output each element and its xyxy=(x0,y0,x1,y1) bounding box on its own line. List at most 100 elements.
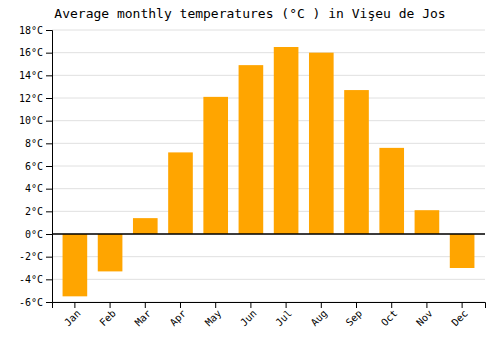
y-tick-mark xyxy=(46,279,52,280)
y-tick-mark xyxy=(46,143,52,144)
bars xyxy=(63,47,475,296)
x-tick-mark xyxy=(74,302,75,308)
x-tick-label: Jul xyxy=(273,308,294,329)
bar xyxy=(274,47,299,234)
grid-line xyxy=(52,188,485,189)
grid-line xyxy=(52,120,485,121)
x-tick: Feb xyxy=(97,302,118,328)
x-tick-mark xyxy=(180,302,181,308)
y-tick-mark xyxy=(46,121,52,122)
x-tick: Jan xyxy=(62,302,83,328)
y-tick-mark xyxy=(46,53,52,54)
y-tick-label: 10°C xyxy=(19,115,43,126)
x-tick-label: Sep xyxy=(344,308,365,329)
x-tick: Sep xyxy=(344,302,365,328)
y-tick: 12°C xyxy=(19,93,52,104)
x-tick-mark xyxy=(250,302,251,308)
y-tick-mark xyxy=(46,30,52,31)
grid-line xyxy=(52,52,485,53)
bar xyxy=(415,210,440,234)
x-tick-mark xyxy=(145,302,146,308)
y-tick: 8°C xyxy=(25,138,52,149)
x-axis-line xyxy=(53,303,486,309)
y-tick: -4°C xyxy=(19,274,52,285)
y-tick-label: 4°C xyxy=(25,183,43,194)
x-tick-label: Jan xyxy=(62,308,83,329)
y-tick-mark xyxy=(46,189,52,190)
y-tick: 0°C xyxy=(25,229,52,240)
y-tick-mark xyxy=(46,211,52,212)
bar xyxy=(379,148,404,234)
bar xyxy=(98,234,123,271)
x-tick-label: Mar xyxy=(133,308,154,329)
x-tick-label: Oct xyxy=(379,308,400,329)
y-tick: -6°C xyxy=(19,297,52,308)
y-tick-mark xyxy=(46,302,52,303)
y-tick-mark xyxy=(46,257,52,258)
y-tick-mark xyxy=(46,98,52,99)
y-axis: -6°C -4°C -2°C 0°C 2°C 4°C 6°C 8°C 10°C 12°C 14°C 1… xyxy=(19,25,53,308)
x-tick: Nov xyxy=(414,302,435,328)
bar xyxy=(133,218,158,234)
x-tick-label: Nov xyxy=(414,308,435,329)
x-tick-mark xyxy=(110,302,111,308)
x-tick-label: Aug xyxy=(309,308,330,329)
x-tick-label: Jun xyxy=(238,308,259,329)
grid-line xyxy=(52,30,485,31)
x-tick-mark xyxy=(426,302,427,308)
x-tick-mark xyxy=(462,302,463,308)
x-tick-mark xyxy=(391,302,392,308)
y-tick-label: 6°C xyxy=(25,161,43,172)
y-tick-label: -6°C xyxy=(19,297,43,308)
x-tick-mark xyxy=(356,302,357,308)
x-tick: Mar xyxy=(133,302,154,328)
bar xyxy=(450,234,475,268)
x-tick: Jun xyxy=(238,302,259,328)
grid-line xyxy=(52,166,485,167)
x-tick: Jul xyxy=(273,302,294,328)
y-tick: 2°C xyxy=(25,206,52,217)
y-tick: 14°C xyxy=(19,70,52,81)
bar xyxy=(344,90,369,234)
y-tick-label: 8°C xyxy=(25,138,43,149)
x-tick-label: Dec xyxy=(449,308,470,329)
x-tick-mark xyxy=(215,302,216,308)
y-tick-label: 14°C xyxy=(19,70,43,81)
x-tick: May xyxy=(203,302,224,328)
y-tick: -2°C xyxy=(19,251,52,262)
x-tick: Apr xyxy=(168,302,189,328)
title: Average monthly temperatures (°C ) in Vi… xyxy=(54,6,445,21)
grid-line xyxy=(52,143,485,144)
grid xyxy=(52,30,485,302)
x-tick: Aug xyxy=(309,302,330,328)
x-tick-label: Apr xyxy=(168,308,189,329)
y-tick-mark xyxy=(46,234,52,235)
bar xyxy=(239,65,264,234)
y-tick: 6°C xyxy=(25,161,52,172)
x-tick-mark xyxy=(286,302,287,308)
x-axis: Jan Feb Mar Apr May Jun Jul Aug Sep Oct Nov Dec xyxy=(53,302,486,328)
plot: -6°C -4°C -2°C 0°C 2°C 4°C 6°C 8°C 10°C 12°C 14°C 1… xyxy=(19,25,486,329)
y-tick-label: 12°C xyxy=(19,93,43,104)
y-tick-mark xyxy=(46,166,52,167)
x-tick-label: May xyxy=(203,308,224,329)
y-tick: 10°C xyxy=(19,115,52,126)
grid-line xyxy=(52,98,485,99)
y-axis-line xyxy=(46,31,53,303)
y-tick: 18°C xyxy=(19,25,52,36)
y-tick-label: 2°C xyxy=(25,206,43,217)
y-tick-label: -2°C xyxy=(19,251,43,262)
bar xyxy=(63,234,88,296)
bar xyxy=(168,152,193,234)
y-tick-label: 16°C xyxy=(19,47,43,58)
y-tick-label: -4°C xyxy=(19,274,43,285)
grid-line xyxy=(52,234,485,235)
y-tick-label: 18°C xyxy=(19,25,43,36)
x-tick: Dec xyxy=(449,302,470,328)
bar xyxy=(203,97,228,234)
bar xyxy=(309,53,334,234)
y-tick-mark xyxy=(46,75,52,76)
y-tick: 4°C xyxy=(25,183,52,194)
grid-line xyxy=(52,75,485,76)
y-tick: 16°C xyxy=(19,47,52,58)
